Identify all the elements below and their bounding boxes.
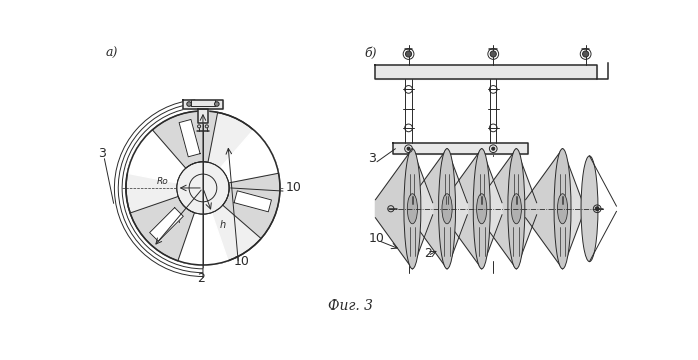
Polygon shape [376, 149, 413, 269]
Ellipse shape [408, 194, 417, 224]
Text: а): а) [106, 47, 118, 60]
Text: 10: 10 [234, 255, 250, 268]
Polygon shape [127, 112, 198, 183]
Text: 3: 3 [369, 152, 376, 165]
Polygon shape [445, 149, 482, 269]
Circle shape [177, 162, 229, 214]
Circle shape [126, 111, 280, 265]
Ellipse shape [508, 149, 525, 269]
Text: 3: 3 [98, 147, 106, 160]
Ellipse shape [477, 194, 487, 224]
Ellipse shape [554, 149, 571, 269]
Polygon shape [220, 130, 280, 213]
Polygon shape [149, 208, 184, 241]
Ellipse shape [473, 149, 490, 269]
Polygon shape [447, 149, 468, 269]
Text: 10: 10 [369, 232, 385, 245]
Polygon shape [480, 149, 517, 269]
Ellipse shape [404, 149, 421, 269]
Circle shape [406, 51, 412, 57]
Polygon shape [413, 149, 433, 269]
Text: H: H [174, 215, 181, 225]
Text: h: h [220, 220, 226, 230]
Polygon shape [152, 111, 218, 168]
Polygon shape [183, 100, 223, 109]
Circle shape [407, 147, 410, 150]
Circle shape [595, 207, 599, 211]
Text: 2: 2 [424, 247, 432, 260]
Text: б): б) [364, 47, 377, 60]
Polygon shape [410, 149, 447, 269]
Circle shape [214, 102, 219, 106]
Polygon shape [223, 173, 280, 238]
Polygon shape [198, 109, 208, 123]
Circle shape [187, 102, 191, 106]
Text: Ro: Ro [157, 177, 168, 186]
Ellipse shape [558, 194, 567, 224]
Polygon shape [517, 149, 537, 269]
Ellipse shape [581, 156, 598, 262]
Ellipse shape [511, 194, 521, 224]
Polygon shape [526, 149, 563, 269]
Text: Zo: Zo [207, 175, 218, 184]
Polygon shape [393, 143, 528, 154]
Ellipse shape [438, 149, 456, 269]
Circle shape [583, 51, 588, 57]
Polygon shape [234, 191, 272, 212]
Ellipse shape [442, 194, 452, 224]
Text: 10: 10 [285, 181, 302, 194]
Polygon shape [376, 65, 597, 78]
Polygon shape [179, 120, 200, 157]
Circle shape [491, 147, 495, 150]
Text: 2: 2 [197, 272, 205, 285]
Polygon shape [563, 149, 583, 269]
Polygon shape [145, 205, 228, 265]
Text: Фиг. 3: Фиг. 3 [328, 299, 373, 312]
Polygon shape [482, 149, 502, 269]
Polygon shape [130, 197, 195, 261]
Circle shape [490, 51, 496, 57]
